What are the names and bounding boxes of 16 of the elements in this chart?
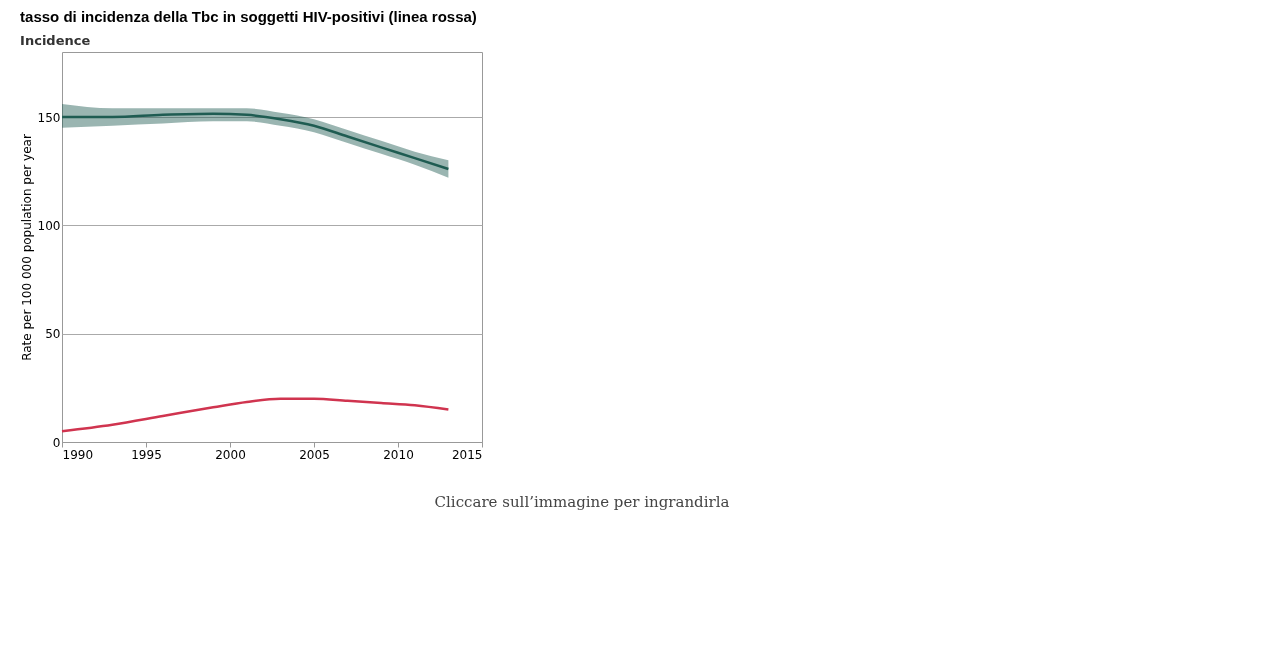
x-tick-label: 2015: [451, 447, 483, 462]
y-tick-label: 0: [52, 435, 61, 450]
x-tick-label: 2005: [299, 447, 330, 462]
x-tick-label: 2000: [215, 447, 246, 462]
y-tick-label: 100: [37, 218, 61, 233]
y-axis-title: Rate per 100 000 population per year: [19, 134, 34, 361]
chart-title: tasso di incidenza della Tbc in soggetti HIV-positivi (linea rossa): [20, 8, 477, 25]
y-tick-label: 150: [37, 110, 61, 125]
line-series: [60, 112, 450, 171]
line-series: [60, 397, 450, 433]
x-tick-label: 1995: [131, 447, 162, 462]
chart-subtitle: Incidence: [20, 33, 91, 48]
x-tick-label: 1990: [62, 447, 94, 462]
y-tick-label: 50: [45, 327, 61, 342]
x-tick-label: 2010: [383, 447, 414, 462]
text: Cliccare sull’immagine per ingrandirla: [434, 493, 730, 511]
